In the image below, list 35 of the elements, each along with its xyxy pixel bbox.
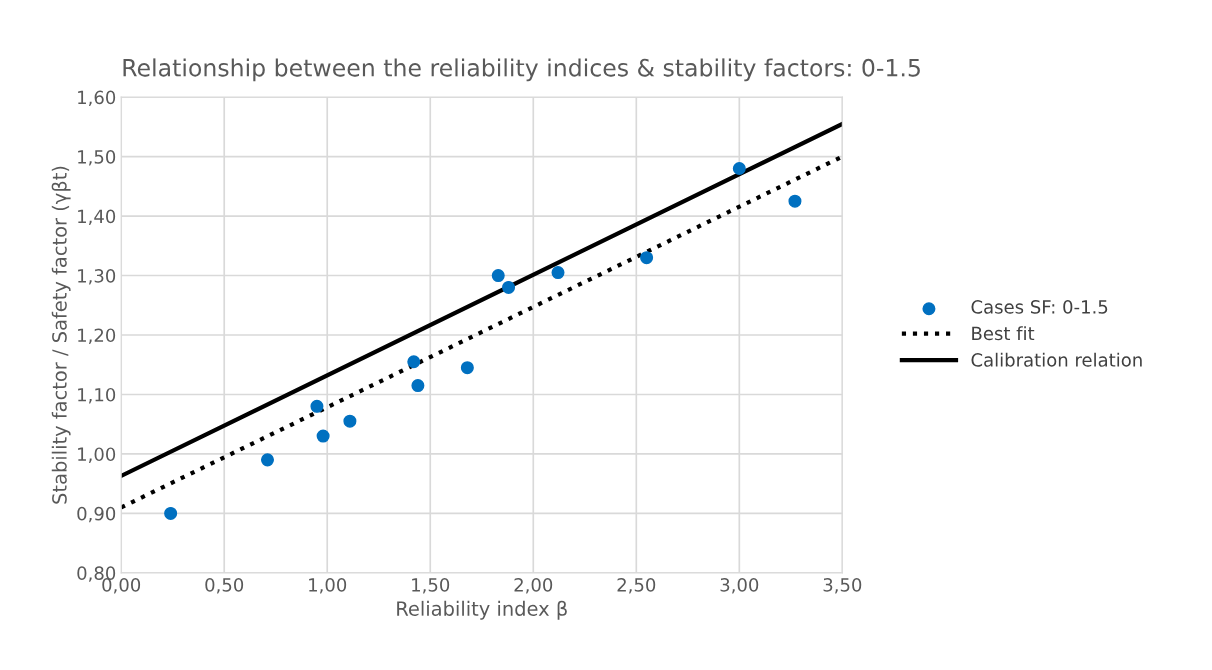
point — [732, 162, 746, 176]
legend-label: Best fit — [972, 326, 1035, 341]
y-tick-label: 1,00 — [78, 447, 116, 463]
y-tick-label: 1,20 — [78, 328, 116, 344]
point — [551, 266, 565, 280]
y-tick-label: 1,50 — [78, 150, 116, 166]
x-tick-label: 3,00 — [720, 578, 759, 594]
point — [502, 280, 516, 294]
y-axis-title: Stability factor / Safety factor (γβt) — [51, 166, 71, 504]
x-tick-label: 2,50 — [617, 578, 656, 594]
y-tick-label: 1,10 — [78, 387, 116, 404]
point — [407, 355, 421, 369]
point — [164, 506, 178, 520]
point — [491, 269, 505, 283]
x-tick-label: 3,50 — [823, 578, 862, 594]
point — [788, 194, 802, 208]
x-axis-title: Reliability index β — [397, 600, 567, 620]
legend-label: Calibration relation — [971, 352, 1142, 367]
y-tick-label: 1,60 — [78, 90, 116, 107]
point — [310, 399, 324, 413]
point — [343, 414, 357, 428]
x-tick-label: 1,00 — [309, 578, 347, 594]
chart-title: Relationship between the reliability indices & stability factors: 0-1.5 — [123, 58, 920, 82]
x-tick-label: 1,50 — [412, 578, 450, 594]
point — [640, 251, 654, 265]
x-tick-label: 0,50 — [205, 578, 244, 594]
x-tick-label: 2,00 — [514, 578, 553, 594]
point — [411, 379, 425, 393]
point — [460, 361, 474, 375]
point — [316, 429, 330, 443]
point — [260, 453, 274, 467]
legend-label: Cases SF: 0-1.5 — [971, 300, 1108, 314]
y-tick-label: 1,40 — [78, 209, 116, 226]
y-tick-label: 0,90 — [77, 506, 116, 523]
y-tick-label: 1,30 — [78, 269, 116, 285]
